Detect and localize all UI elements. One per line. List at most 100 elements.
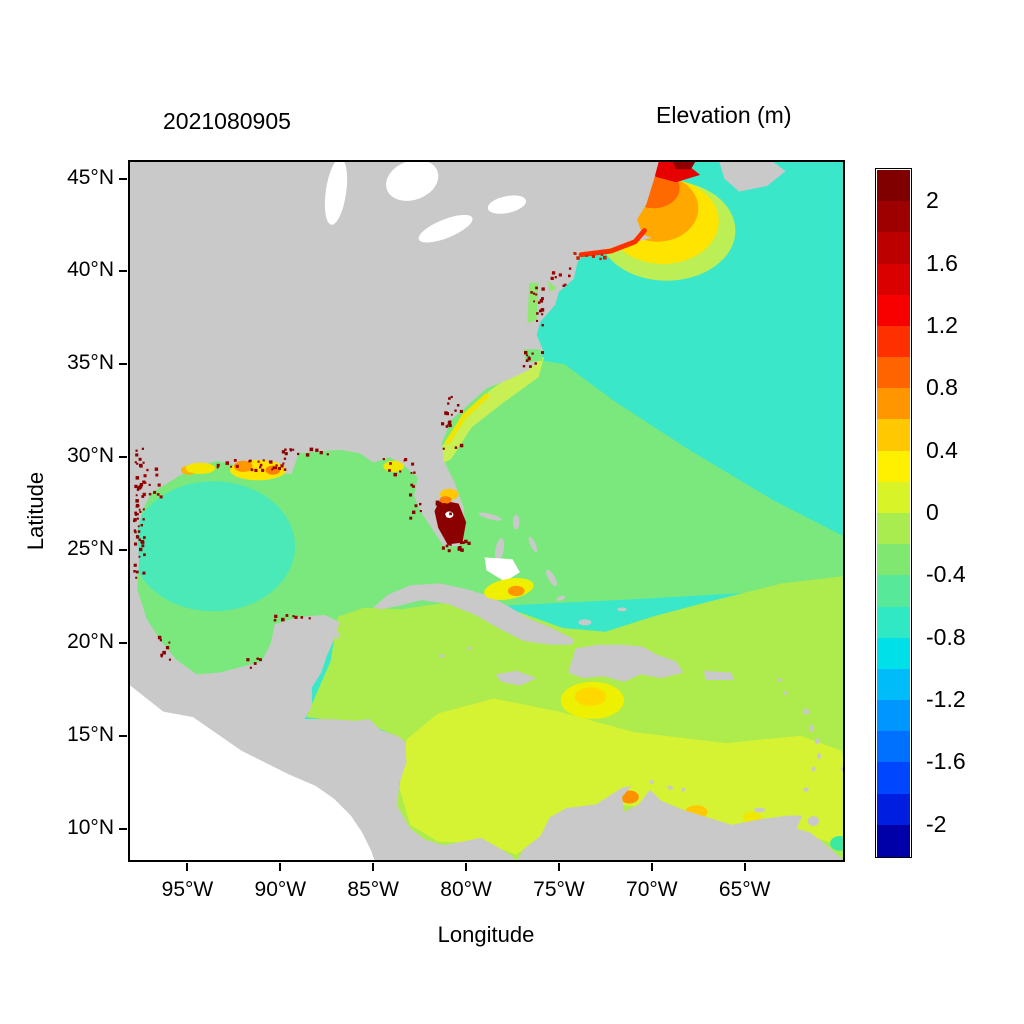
bahamas-islands [617,607,627,612]
coastal-flood-speckles [409,493,413,497]
coastal-flood-speckles [142,508,145,511]
antilles-and-small-islands [783,691,788,695]
coastal-flood-speckles [300,616,304,619]
bahamas-islands [478,512,502,521]
colorbar-cell [877,201,910,233]
coastal-flood-speckles [419,502,422,506]
coastal-flood-speckles [410,483,414,487]
x-tick-label: 70°W [626,878,678,901]
coastal-flood-speckles [281,450,286,454]
coastal-flood-speckles [526,354,529,357]
coastal-flood-speckles [443,515,446,518]
coastal-flood-speckles [524,351,528,355]
coastal-flood-speckles [137,486,140,490]
colorbar-tick-label: -1.2 [926,686,966,713]
y-tick-label: 40°N [67,258,114,282]
x-tick-mark [557,863,560,871]
coastal-flood-speckles [138,508,141,511]
colorbar-tick-label: -0.4 [926,561,966,588]
colorbar-cell [877,357,910,389]
coastal-flood-speckles [393,472,397,477]
x-tick-mark [650,863,653,871]
colorbar-cell [877,668,910,701]
coastal-flood-speckles [135,535,140,539]
coastal-flood-speckles [134,530,137,534]
coastal-flood-speckles [142,571,146,575]
x-tick-mark [279,863,282,871]
coastal-flood-speckles [459,443,464,448]
coastal-flood-speckles [462,541,465,544]
coastal-flood-speckles [448,505,452,510]
coastal-flood-speckles [281,617,285,622]
colorbar-tick-label: -1.6 [926,748,966,775]
coastal-flood-speckles [138,538,141,541]
run-timestamp-title: 2021080905 [163,108,291,134]
y-tick-label: 10°N [67,815,114,839]
coastal-flood-speckles [460,541,463,545]
coastal-flood-speckles [568,274,571,278]
coastal-flood-speckles [157,483,161,487]
coastal-flood-speckles [259,466,262,469]
coastal-flood-speckles [141,495,145,498]
coastal-flood-speckles [134,542,138,546]
antilles-and-small-islands [809,724,814,732]
coastal-flood-speckles [404,458,408,462]
coastal-flood-speckles [528,356,530,359]
coastal-flood-speckles [305,453,310,457]
y-tick-mark [119,641,127,644]
coastal-flood-speckles [135,449,138,452]
coastal-flood-speckles [585,254,588,257]
coastal-flood-speckles [271,468,274,471]
coastal-flood-speckles [136,513,139,516]
coastal-flood-speckles [568,267,572,270]
coastal-flood-speckles [409,516,413,520]
coastal-flood-speckles [268,460,272,463]
coastal-flood-speckles [162,650,166,655]
coastal-flood-speckles [527,357,531,361]
coastal-flood-speckles [447,549,451,553]
y-tick-label: 35°N [67,351,114,375]
coastal-flood-speckles [249,459,252,463]
bahama-bank-white [484,557,520,582]
coastal-flood-speckles [154,467,159,471]
y-tick-mark [119,456,127,459]
coastal-flood-speckles [283,457,287,460]
land-hispaniola [568,644,684,682]
colorbar-tick-label: 0.4 [926,436,958,463]
coastal-flood-speckles [290,449,293,452]
coastal-flood-speckles [447,504,450,507]
coastal-flood-speckles [139,483,144,487]
coastal-flood-speckles [143,553,146,557]
coastal-flood-speckles [142,480,146,484]
coastal-flood-speckles [135,453,139,457]
colorbar-cell [877,575,910,608]
coastal-flood-speckles [138,485,143,489]
coastal-flood-speckles [326,453,329,456]
colorbar-cell [877,637,910,670]
x-tick-label: 75°W [533,878,585,901]
coastal-flood-speckles [168,658,171,661]
caribbean-south-water [399,698,845,855]
coastal-flood-speckles [444,411,448,415]
florida-flood-blob [434,499,467,545]
coastal-flood-speckles [448,397,451,400]
coastal-flood-speckles [159,639,162,642]
colorbar-cell [877,481,910,514]
coastal-flood-speckles [308,617,311,620]
coastal-flood-speckles [159,495,163,499]
coastal-flood-speckles [137,530,141,533]
coastal-flood-speckles [403,459,406,462]
coastal-flood-speckles [138,555,141,558]
coastal-flood-speckles [142,461,145,464]
colorbar-tick-label: 1.6 [926,249,958,276]
coastal-flood-speckles [537,301,541,304]
coastal-flood-speckles [225,461,230,465]
coastal-flood-speckles [136,517,139,520]
x-tick-label: 85°W [347,878,399,901]
coastal-flood-speckles [135,499,139,503]
coastal-flood-speckles [284,452,288,456]
colorbar-cell [877,325,910,358]
delaware-bay [547,280,558,292]
coastal-flood-speckles [454,409,457,412]
